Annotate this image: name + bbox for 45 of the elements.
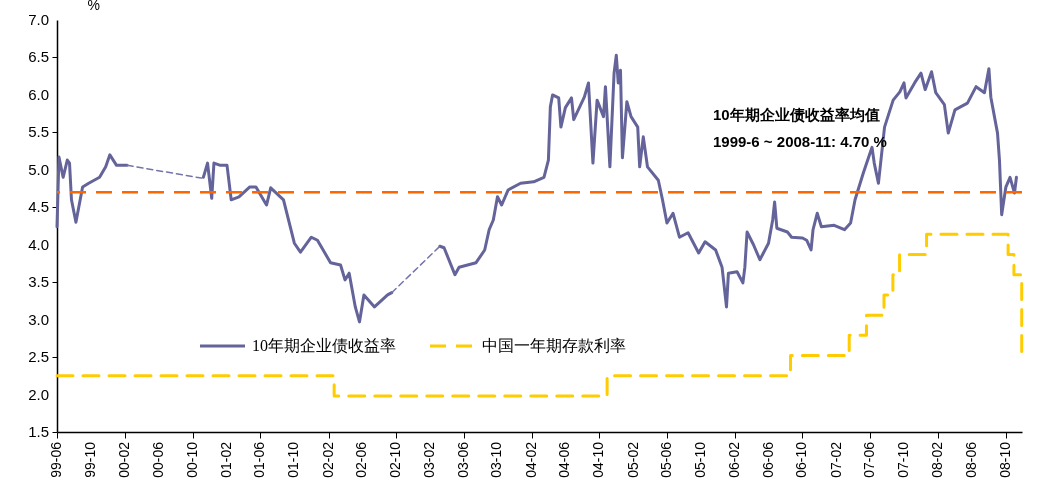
x-tick-label: 04-06 bbox=[556, 441, 573, 478]
y-tick-label: 7.0 bbox=[28, 11, 49, 28]
y-tick-label: 5.5 bbox=[28, 123, 49, 141]
y-axis-title: % bbox=[87, 0, 100, 13]
annotation: 10年期企业债收益率均值 bbox=[713, 106, 880, 123]
x-tick-label: 02-10 bbox=[386, 441, 403, 478]
x-tick-label: 03-10 bbox=[488, 441, 505, 478]
x-tick-label: 03-06 bbox=[454, 441, 471, 478]
x-tick-label: 04-02 bbox=[522, 441, 539, 478]
x-tick-label: 02-06 bbox=[352, 441, 369, 478]
x-tick-label: 04-10 bbox=[590, 441, 607, 478]
x-tick-label: 01-02 bbox=[218, 441, 235, 478]
x-tick-label: 03-02 bbox=[421, 441, 438, 478]
x-tick-label: 00-06 bbox=[149, 441, 166, 478]
y-tick-label: 6.0 bbox=[28, 85, 49, 103]
x-tick-label: 00-02 bbox=[116, 441, 133, 478]
y-tick-label: 3.0 bbox=[28, 310, 49, 328]
x-tick-label: 01-10 bbox=[285, 441, 302, 478]
x-tick-label: 07-02 bbox=[827, 441, 844, 478]
y-tick-label: 3.5 bbox=[28, 273, 49, 291]
y-tick-label: 4.0 bbox=[28, 235, 49, 253]
x-tick-label: 01-06 bbox=[251, 441, 268, 478]
y-tick-label: 2.5 bbox=[28, 348, 49, 366]
x-tick-label: 06-02 bbox=[726, 441, 743, 478]
x-tick-label: 07-10 bbox=[895, 441, 912, 478]
y-tick-label: 5.0 bbox=[28, 160, 49, 178]
x-tick-label: 05-02 bbox=[624, 441, 641, 478]
legend-label: 10年期企业债收益率 bbox=[252, 337, 396, 354]
x-tick-label: 05-10 bbox=[691, 441, 708, 478]
y-tick-label: 6.5 bbox=[28, 48, 49, 66]
y-tick-label: 1.5 bbox=[28, 423, 49, 440]
x-tick-label: 08-10 bbox=[996, 441, 1013, 478]
x-tick-label: 05-06 bbox=[657, 441, 674, 478]
x-tick-label: 08-06 bbox=[962, 441, 979, 478]
x-tick-label: 99-10 bbox=[81, 441, 98, 478]
x-tick-label: 07-06 bbox=[861, 441, 878, 478]
y-tick-label: 4.5 bbox=[28, 198, 49, 216]
x-tick-label: 99-06 bbox=[48, 441, 64, 478]
x-tick-label: 02-02 bbox=[319, 441, 336, 478]
x-tick-label: 06-10 bbox=[793, 441, 810, 478]
x-tick-label: 08-02 bbox=[929, 441, 946, 478]
x-tick-label: 06-06 bbox=[759, 441, 776, 478]
x-tick-label: 00-10 bbox=[183, 441, 200, 478]
legend-label: 中国一年期存款利率 bbox=[482, 337, 626, 354]
y-tick-label: 2.0 bbox=[28, 385, 49, 403]
